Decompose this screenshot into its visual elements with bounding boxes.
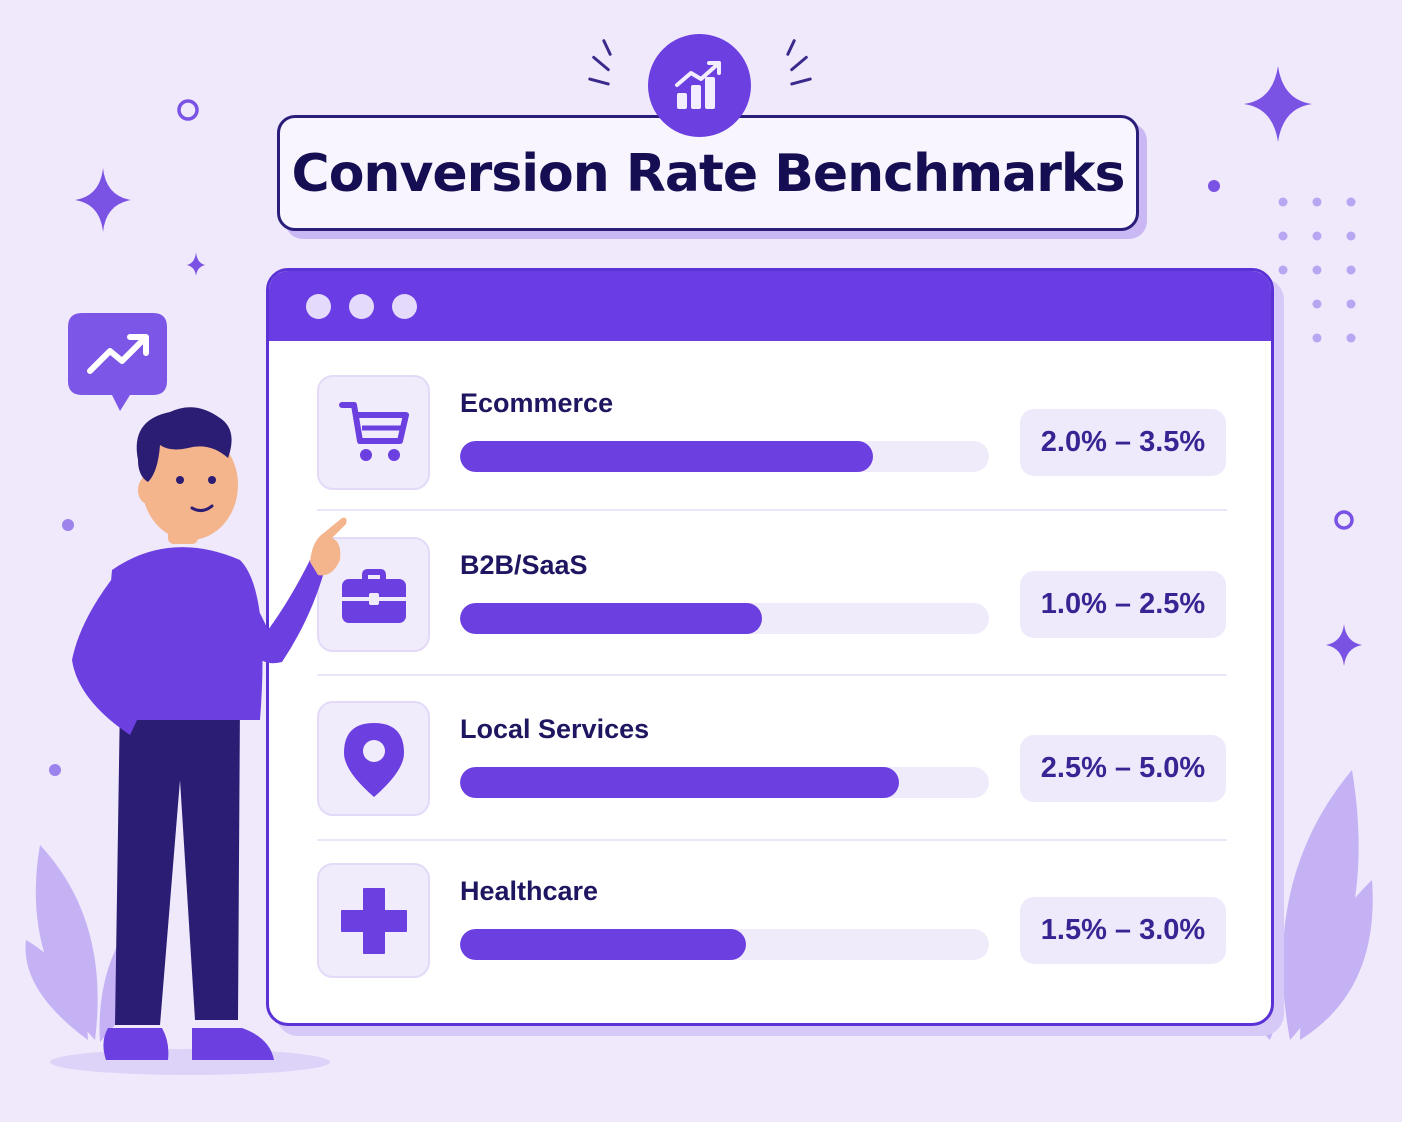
ring-icon — [1334, 510, 1354, 530]
briefcase-icon — [341, 568, 406, 623]
sparkle-icon — [187, 252, 205, 276]
bar-chart-trending-up-icon — [674, 60, 721, 109]
benchmark-row-local-services: Local Services 2.5% – 5.0% — [317, 701, 1227, 817]
sparkle-icon — [1326, 624, 1362, 666]
benchmark-bar-track — [460, 767, 989, 798]
benchmark-bar-track — [460, 929, 989, 960]
medical-cross-icon — [340, 887, 407, 954]
trending-up-arrow-icon — [87, 334, 149, 374]
sparkle-icon — [1244, 66, 1312, 142]
window-title-bar — [269, 271, 1271, 341]
page-title: Conversion Rate Benchmarks — [291, 144, 1126, 204]
benchmark-row-b2b-saas: B2B/SaaS 1.0% – 2.5% — [317, 537, 1227, 653]
benchmark-row-ecommerce: Ecommerce 2.0% – 3.5% — [317, 375, 1227, 491]
benchmark-row-healthcare: Healthcare 1.5% – 3.0% — [317, 863, 1227, 979]
benchmark-label: B2B/SaaS — [460, 550, 588, 580]
benchmark-range: 2.5% – 5.0% — [1020, 735, 1226, 802]
title-badge — [648, 34, 751, 137]
speech-bubble — [68, 313, 167, 413]
icon-tile — [317, 375, 430, 490]
window-dot — [349, 293, 374, 319]
row-divider — [317, 509, 1227, 511]
benchmark-label: Ecommerce — [460, 388, 614, 418]
benchmark-bar-track — [460, 603, 989, 634]
benchmark-bar-fill — [460, 603, 762, 634]
shopping-cart-icon — [338, 401, 409, 461]
icon-tile — [317, 863, 430, 978]
benchmark-bar-track — [460, 441, 989, 472]
ring-icon — [177, 99, 199, 121]
row-divider — [317, 674, 1227, 676]
window-dot — [306, 293, 331, 319]
benchmark-label: Local Services — [460, 714, 650, 744]
benchmark-bar-fill — [460, 441, 873, 472]
benchmark-label: Healthcare — [460, 876, 599, 906]
benchmark-bar-fill — [460, 929, 746, 960]
dot-grid — [1278, 197, 1356, 343]
sparkle-icon — [75, 168, 131, 232]
benchmark-range: 1.0% – 2.5% — [1020, 571, 1226, 638]
presenter-illustration — [72, 407, 347, 1060]
row-divider — [317, 839, 1227, 841]
benchmark-range: 2.0% – 3.5% — [1020, 409, 1226, 476]
location-pin-icon — [343, 722, 404, 797]
dot-icon — [1208, 180, 1220, 192]
window-dot — [392, 293, 417, 319]
benchmark-bar-fill — [460, 767, 900, 798]
icon-tile — [317, 701, 430, 816]
benchmark-window: Ecommerce 2.0% – 3.5% B2B/SaaS 1.0% – 2.… — [266, 268, 1274, 1026]
benchmark-range: 1.5% – 3.0% — [1020, 897, 1226, 964]
